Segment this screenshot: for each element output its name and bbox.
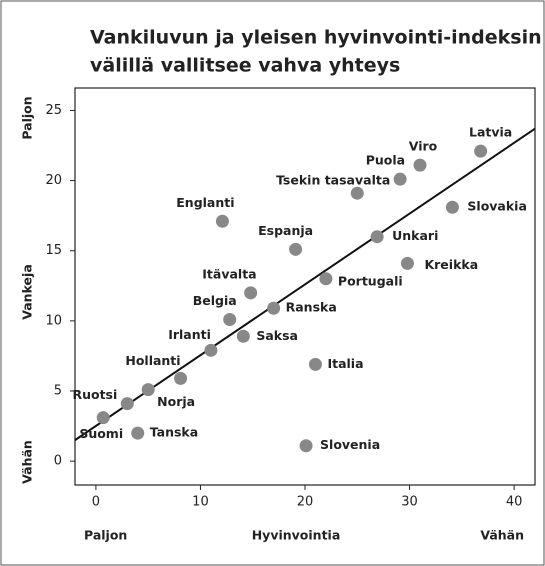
point-label: Espanja xyxy=(258,223,313,238)
point-label: Viro xyxy=(409,139,438,154)
point xyxy=(370,230,384,244)
point xyxy=(131,426,145,440)
point xyxy=(174,371,188,385)
point xyxy=(215,214,229,228)
point xyxy=(319,272,333,286)
y-tick-label: 0 xyxy=(54,454,62,469)
x-axis-label: Vähän xyxy=(480,528,524,543)
point-label: Puola xyxy=(366,153,405,168)
y-tick-label: 25 xyxy=(45,103,62,118)
point-label: Suomi xyxy=(79,426,123,441)
point xyxy=(474,144,488,158)
point-label: Unkari xyxy=(392,228,438,243)
y-tick-label: 15 xyxy=(45,243,62,258)
point-label: Saksa xyxy=(256,328,298,343)
point xyxy=(96,411,110,425)
y-tick-label: 20 xyxy=(45,173,62,188)
y-axis-label: Vankeja xyxy=(20,264,35,320)
chart-title: Vankiluvun ja yleisen hyvinvointi-indeks… xyxy=(90,27,542,49)
point-label: Irlanti xyxy=(168,327,211,342)
y-axis-label: Vähän xyxy=(20,440,35,484)
point-label: Ruotsi xyxy=(72,387,117,402)
x-axis-label: Paljon xyxy=(84,528,127,543)
point-label: Tanska xyxy=(150,425,198,440)
point xyxy=(393,172,407,186)
point xyxy=(350,186,364,200)
point xyxy=(236,329,250,343)
point xyxy=(400,256,414,270)
point-label: Italia xyxy=(327,356,363,371)
chart-title: välillä vallitsee vahva yhteys xyxy=(90,55,400,77)
point xyxy=(267,301,281,315)
point xyxy=(289,242,303,256)
point-label: Ranska xyxy=(286,300,337,315)
point-label: Slovakia xyxy=(467,199,526,214)
point-label: Hollanti xyxy=(125,353,180,368)
y-tick-label: 5 xyxy=(54,384,62,399)
point xyxy=(120,397,134,411)
x-tick-label: 20 xyxy=(297,495,314,510)
point xyxy=(308,357,322,371)
x-tick-label: 30 xyxy=(401,495,418,510)
point xyxy=(141,383,155,397)
point-label: Portugali xyxy=(338,273,403,288)
point-label: Englanti xyxy=(176,195,234,210)
plot-frame xyxy=(74,87,536,486)
point-label: Itävalta xyxy=(202,266,256,281)
x-tick-label: 40 xyxy=(506,495,523,510)
x-tick-label: 0 xyxy=(92,495,100,510)
x-axis-label: Hyvinvointia xyxy=(252,528,341,543)
point xyxy=(445,200,459,214)
point-label: Norja xyxy=(157,394,195,409)
point xyxy=(244,286,258,300)
y-tick-label: 10 xyxy=(45,313,62,328)
point xyxy=(413,158,427,172)
point-label: Tsekin tasavalta xyxy=(276,173,390,188)
point xyxy=(223,312,237,326)
point xyxy=(299,439,313,453)
point-label: Latvia xyxy=(469,125,512,140)
y-axis-label: Paljon xyxy=(20,96,35,139)
point-label: Kreikka xyxy=(424,257,478,272)
point-label: Belgia xyxy=(193,293,237,308)
point xyxy=(204,343,218,357)
point-label: Slovenia xyxy=(320,437,380,452)
x-tick-label: 10 xyxy=(192,495,209,510)
